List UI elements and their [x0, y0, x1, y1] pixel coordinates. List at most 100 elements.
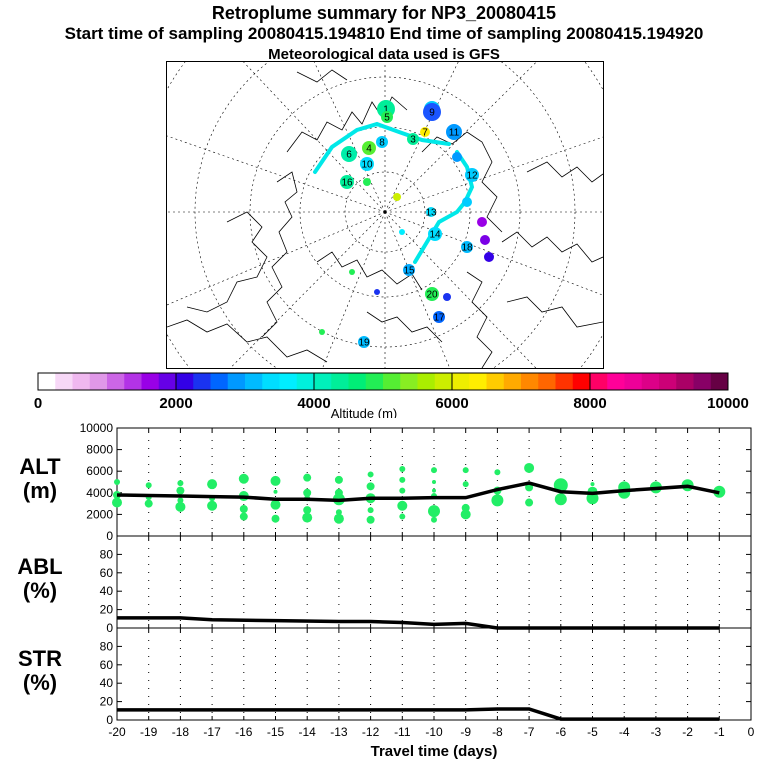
colorbar-frame — [37, 372, 729, 391]
meridian-line — [313, 62, 386, 213]
altitude-point — [590, 482, 595, 487]
colorbar-swatch — [55, 373, 73, 390]
altitude-point — [553, 478, 568, 493]
x-tick-label: -20 — [108, 725, 126, 739]
colorbar-swatch — [555, 373, 574, 390]
x-tick-label: -15 — [267, 725, 285, 739]
x-tick-label: -8 — [492, 725, 503, 739]
sampling-times: Start time of sampling 20080415.194810 E… — [64, 24, 704, 43]
y-tick-label: 0 — [106, 529, 113, 543]
altitude-point — [302, 512, 313, 523]
coastline — [261, 171, 298, 338]
colorbar-swatch — [693, 373, 712, 390]
y-tick-label: 8000 — [86, 443, 113, 457]
altitude-point — [303, 473, 312, 482]
colorbar-swatch — [279, 373, 298, 390]
altitude-point — [431, 516, 437, 523]
altitude-point — [145, 482, 152, 489]
colorbar-swatch — [331, 373, 349, 390]
cluster-marker-label: 11 — [449, 128, 460, 139]
altitude-point — [399, 476, 406, 483]
polar-map: 1234567891011121314151617181920 — [166, 61, 604, 369]
x-tick-label: 0 — [748, 725, 755, 739]
x-tick-label: -13 — [330, 725, 348, 739]
altitude-point — [431, 467, 437, 474]
altitude-point — [144, 499, 153, 508]
x-tick-label: -16 — [235, 725, 253, 739]
altitude-point — [270, 475, 281, 486]
altitude-point — [273, 489, 278, 494]
cluster-marker — [465, 168, 479, 182]
cluster-marker-label: 19 — [358, 338, 370, 349]
colorbar-swatch — [624, 373, 643, 390]
cluster-dot — [477, 217, 487, 227]
meridian-line — [322, 211, 386, 368]
altitude-point — [303, 506, 312, 515]
cluster-marker — [362, 141, 376, 155]
colorbar-swatch — [572, 373, 591, 390]
altitude-point — [270, 499, 281, 510]
colorbar-swatch — [486, 373, 505, 390]
colorbar-swatch — [607, 373, 625, 390]
altitude-point — [399, 513, 406, 520]
colorbar-swatch — [521, 373, 539, 390]
colorbar-swatch — [469, 373, 487, 390]
y-tick-label: 4000 — [86, 486, 113, 500]
altitude-point — [239, 512, 248, 521]
cluster-marker-label: 16 — [341, 178, 353, 189]
meridian-line — [384, 211, 451, 368]
colorbar-tick-label: 10000 — [707, 395, 749, 412]
cluster-dot — [374, 289, 380, 295]
cluster-dot — [462, 197, 472, 207]
colorbar-swatch — [348, 373, 367, 390]
x-axis-label: Travel time (days) — [371, 743, 498, 760]
cluster-marker-label: 15 — [403, 266, 415, 277]
cluster-marker — [446, 124, 462, 140]
x-tick-label: -6 — [555, 725, 566, 739]
meridian-line — [384, 211, 603, 296]
colorbar-title: Altitude (m) — [331, 406, 397, 418]
colorbar-swatch — [158, 373, 177, 390]
coastline — [466, 271, 493, 368]
cluster-marker — [407, 133, 419, 145]
cluster-marker — [423, 103, 441, 121]
cluster-marker — [461, 241, 473, 253]
y-tick-label: 40 — [100, 676, 114, 690]
cluster-marker — [426, 207, 436, 217]
cluster-marker — [428, 227, 442, 241]
cluster-marker-label: 14 — [429, 230, 441, 241]
x-tick-label: -18 — [172, 725, 190, 739]
x-tick-label: -17 — [203, 725, 221, 739]
y-tick-label: 2000 — [86, 507, 113, 521]
y-tick-label: 80 — [100, 639, 114, 653]
coastline — [296, 69, 348, 83]
meridian-line — [243, 62, 386, 213]
colorbar-swatch — [659, 373, 677, 390]
coastline — [316, 251, 423, 291]
y-tick-label: 60 — [100, 658, 114, 672]
y-tick-label: 40 — [100, 584, 114, 598]
x-tick-label: -7 — [524, 725, 535, 739]
trajectory-cluster-markers: 1234567891011121314151617181920 — [319, 100, 494, 349]
meteorological-data-note: Meteorological data used is GFS — [268, 46, 500, 63]
altitude-point — [177, 497, 184, 504]
colorbar-swatch — [538, 373, 556, 390]
fraction-line — [117, 707, 720, 721]
colorbar-swatch — [89, 373, 108, 390]
colorbar-tick-label: 2000 — [159, 395, 192, 412]
altitude-point — [366, 482, 375, 491]
y-tick-label: 6000 — [86, 464, 113, 478]
y-tick-label: 80 — [100, 547, 114, 561]
cluster-marker-label: 10 — [361, 160, 373, 171]
meridian-line — [167, 211, 386, 306]
coastline — [366, 311, 443, 343]
colorbar-swatch — [107, 373, 125, 390]
colorbar-swatch — [641, 373, 660, 390]
cluster-marker — [433, 311, 445, 323]
cluster-marker — [425, 287, 439, 301]
cluster-dot — [319, 329, 325, 335]
y-tick-label: 10000 — [80, 421, 114, 435]
cluster-marker — [381, 111, 393, 123]
trajectory-path — [313, 121, 451, 174]
altitude-point — [239, 505, 248, 513]
